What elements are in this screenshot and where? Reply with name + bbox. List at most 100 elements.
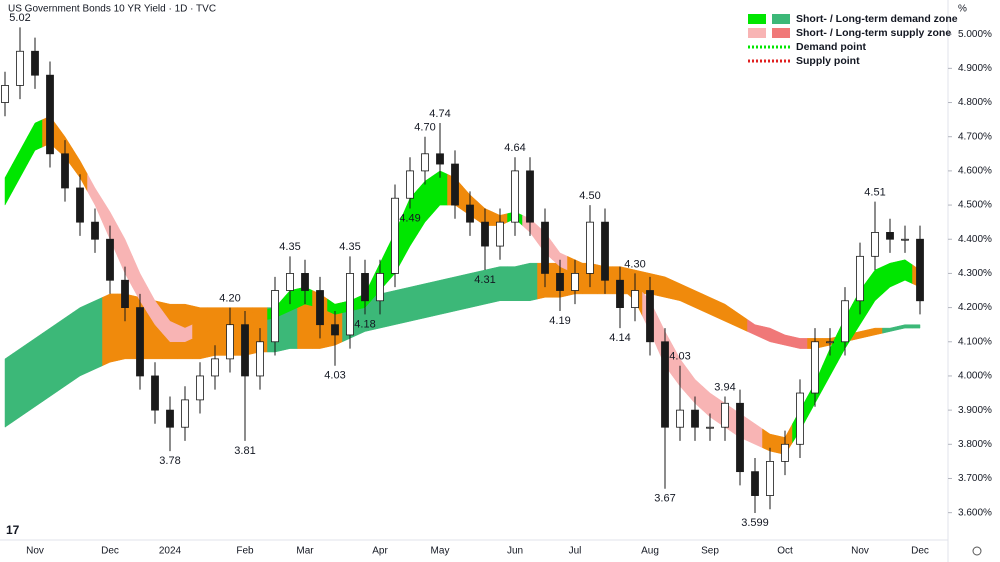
candle-body xyxy=(136,307,144,377)
y-tick-label: 4.900% xyxy=(958,63,992,74)
candle-body xyxy=(181,399,189,428)
candle-body xyxy=(481,221,489,247)
candle-body xyxy=(61,153,69,189)
candle-body xyxy=(751,471,759,496)
candle-body xyxy=(106,238,114,281)
candle-body xyxy=(46,74,54,155)
candle-body xyxy=(211,358,219,377)
legend-label: Supply point xyxy=(796,55,860,67)
legend-swatch xyxy=(748,28,766,38)
candle-body xyxy=(916,238,924,302)
candle-body xyxy=(391,197,399,274)
candle-body xyxy=(421,153,429,172)
candle-body xyxy=(826,341,834,344)
candle-body xyxy=(601,221,609,281)
high-label: 3.94 xyxy=(714,381,735,393)
candle-body xyxy=(226,324,234,360)
zone-band xyxy=(507,264,523,302)
x-tick-label: Dec xyxy=(101,546,119,557)
y-tick-label: 3.800% xyxy=(958,439,992,450)
zone-band xyxy=(102,293,118,367)
y-tick-label: 4.300% xyxy=(958,268,992,279)
legend-label: Short- / Long-term supply zone xyxy=(796,27,951,39)
y-tick-label: 3.900% xyxy=(958,405,992,416)
x-tick-label: Feb xyxy=(236,546,254,557)
candle-body xyxy=(466,204,474,223)
candle-body xyxy=(196,375,204,401)
candle-body xyxy=(871,232,879,257)
y-tick-label: 5.000% xyxy=(958,29,992,40)
candle-body xyxy=(901,238,909,241)
x-tick-label: Sep xyxy=(701,546,719,557)
candle-body xyxy=(796,392,804,445)
zone-band xyxy=(897,259,913,285)
candle-body xyxy=(841,300,849,343)
candle-body xyxy=(1,85,9,103)
high-label: 4.74 xyxy=(429,108,450,120)
candle-body xyxy=(166,409,174,428)
logo: 17 xyxy=(6,523,20,537)
legend-swatch xyxy=(748,14,766,24)
candle-body xyxy=(541,221,549,274)
x-tick-label: 2024 xyxy=(159,546,182,557)
zone-band xyxy=(402,285,418,324)
candle-body xyxy=(31,50,39,76)
high-label: 4.51 xyxy=(864,187,885,199)
legend: Short- / Long-term demand zone Short- / L… xyxy=(742,8,958,68)
zone-band xyxy=(297,303,313,349)
zone-band xyxy=(387,288,403,327)
candle-body xyxy=(586,221,594,274)
x-tick-label: Jul xyxy=(569,546,582,557)
low-label: 4.19 xyxy=(549,315,570,327)
zone-band xyxy=(792,336,808,349)
candle-body xyxy=(511,170,519,223)
low-label: 3.78 xyxy=(159,455,180,467)
candle-body xyxy=(301,273,309,291)
legend-label: Short- / Long-term demand zone xyxy=(796,13,958,25)
zone-band xyxy=(912,324,921,329)
zone-band xyxy=(72,303,88,382)
y-tick-label: 4.700% xyxy=(958,131,992,142)
y-tick-label: 4.000% xyxy=(958,371,992,382)
zone-band xyxy=(432,278,448,317)
candle-body xyxy=(571,273,579,291)
high-label: 4.20 xyxy=(219,293,240,305)
candle-body xyxy=(316,290,324,326)
x-tick-label: Apr xyxy=(372,546,388,557)
high-label: 5.02 xyxy=(9,12,30,24)
y-tick-label: 3.700% xyxy=(958,473,992,484)
candle-body xyxy=(496,221,504,247)
y-unit: % xyxy=(958,4,967,15)
candle-body xyxy=(451,163,459,206)
candle-body xyxy=(526,170,534,223)
y-tick-label: 4.200% xyxy=(958,302,992,313)
high-label: 4.35 xyxy=(279,241,300,253)
settings-icon[interactable] xyxy=(972,546,982,556)
high-label: 4.70 xyxy=(414,122,435,134)
candle-body xyxy=(856,255,864,302)
low-label: 3.67 xyxy=(654,493,675,505)
low-label: 4.31 xyxy=(474,274,495,286)
candle-body xyxy=(661,341,669,428)
candle-body xyxy=(676,409,684,428)
y-tick-label: 4.600% xyxy=(958,166,992,177)
plot-area: 5.02 3.78 4.20 3.81 4.35 4.03 4.35 4.18 4.49 4.70… xyxy=(1,12,924,529)
zone-band xyxy=(42,322,58,403)
candle-body xyxy=(256,341,264,377)
low-label: 4.18 xyxy=(354,318,375,330)
candle-body xyxy=(91,221,99,240)
candle-body xyxy=(781,443,789,462)
candle-body xyxy=(811,341,819,394)
low-label: 3.81 xyxy=(234,445,255,457)
zone-band xyxy=(87,296,103,373)
low-label: 3.599 xyxy=(741,517,769,529)
x-tick-label: Jun xyxy=(507,546,523,557)
candle-body xyxy=(346,273,354,336)
candle-body xyxy=(121,279,129,308)
x-tick-label: Mar xyxy=(296,546,314,557)
candle-body xyxy=(151,375,159,411)
zone-band xyxy=(12,343,28,423)
candle-body xyxy=(241,324,249,377)
candle-body xyxy=(76,187,84,223)
